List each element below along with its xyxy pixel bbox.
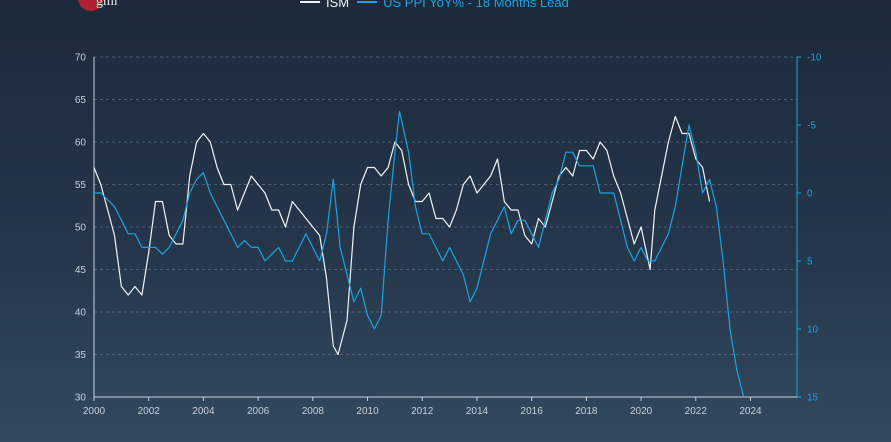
legend-swatch-ism	[300, 1, 320, 3]
legend-label-ppi: US PPI YoY% - 18 Months Lead	[383, 0, 569, 10]
x-tick-label: 2010	[356, 406, 379, 417]
x-tick-label: 2012	[411, 406, 434, 417]
x-tick-label: 2018	[575, 406, 598, 417]
y-left-tick-label: 70	[75, 53, 87, 64]
x-tick-label: 2022	[685, 406, 708, 417]
y-right-tick-label: 5	[807, 257, 813, 268]
x-tick-label: 2024	[739, 406, 762, 417]
x-tick-label: 2014	[466, 406, 489, 417]
y-left-tick-label: 35	[75, 350, 87, 361]
y-right-tick-label: 15	[807, 393, 819, 404]
series-lines	[93, 110, 745, 398]
x-tick-label: 2008	[302, 406, 325, 417]
chart-legend: ISM US PPI YoY% - 18 Months Lead	[300, 0, 569, 10]
y-left-tick-label: 40	[75, 308, 87, 319]
y-right-tick-label: -10	[807, 53, 822, 64]
y-left-tick-label: 55	[75, 180, 87, 191]
y-left-tick-label: 50	[75, 223, 87, 234]
gmi-logo: gmi	[78, 0, 118, 11]
x-tick-label: 2002	[138, 406, 161, 417]
y-right-tick-label: 0	[807, 189, 813, 200]
series-line-ppi	[94, 110, 745, 398]
logo-text: gmi	[96, 0, 118, 9]
series-line-ism	[93, 115, 711, 356]
grid-lines	[94, 56, 797, 355]
y-right-tick-label: -5	[807, 121, 816, 132]
legend-swatch-ppi	[357, 1, 378, 3]
axes	[93, 56, 801, 401]
x-tick-label: 2004	[192, 406, 215, 417]
y-left-tick-label: 60	[75, 138, 87, 149]
y-right-tick-label: 10	[807, 325, 819, 336]
y-left-tick-label: 30	[75, 393, 87, 404]
tick-labels: 70 65 60 55 50 45 40 35 30 -10 -5 0 5 10 15 2000 2002 200…	[75, 53, 822, 418]
x-tick-label: 2006	[247, 406, 270, 417]
y-left-tick-label: 45	[75, 265, 87, 276]
x-tick-label: 2016	[521, 406, 544, 417]
legend-item-ism: ISM	[300, 0, 349, 10]
x-tick-label: 2020	[630, 406, 653, 417]
y-left-tick-label: 65	[75, 95, 87, 106]
legend-label-ism: ISM	[326, 0, 350, 10]
x-tick-label: 2000	[83, 406, 106, 417]
legend-item-ppi: US PPI YoY% - 18 Months Lead	[357, 0, 569, 10]
